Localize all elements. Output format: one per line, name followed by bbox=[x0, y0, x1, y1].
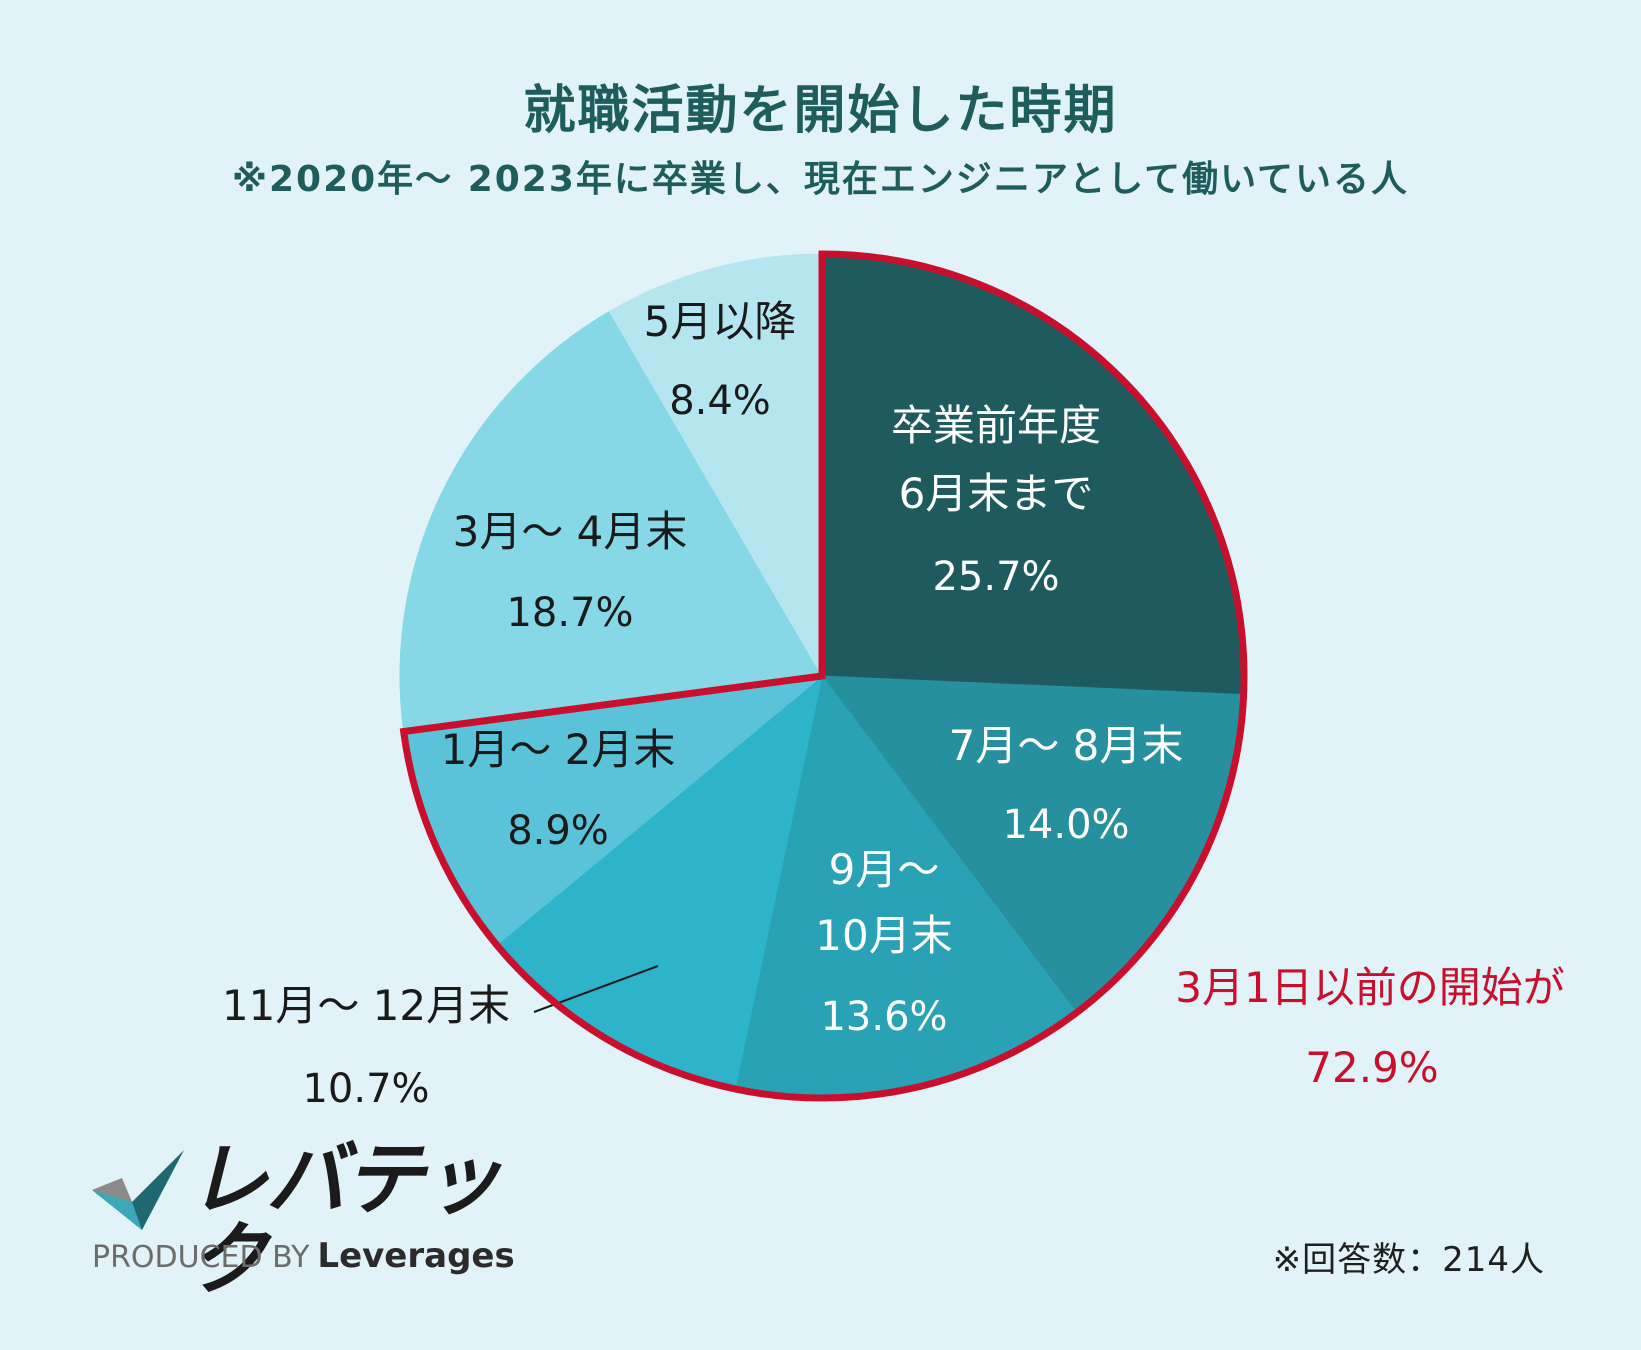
slice-label: 9月〜 bbox=[829, 845, 940, 894]
highlight-label: 3月1日以前の開始が bbox=[1175, 963, 1564, 1012]
brand-name: Leverages bbox=[317, 1236, 515, 1276]
highlight-outline bbox=[399, 250, 1248, 1102]
slice-percent-label: 8.9% bbox=[507, 808, 609, 854]
logo-check-icon bbox=[92, 1150, 184, 1230]
slice-label: 1月〜 2月末 bbox=[441, 725, 676, 774]
pie-slice bbox=[608, 253, 823, 678]
highlight-percent: 72.9% bbox=[1305, 1043, 1438, 1092]
slice-label: 10月末 bbox=[815, 911, 952, 960]
chart-subtitle: ※2020年〜 2023年に卒業し、現在エンジニアとして働いている人 bbox=[231, 159, 1410, 200]
slice-label: 11月〜 12月末 bbox=[222, 981, 510, 1030]
response-count: ※回答数：214人 bbox=[1272, 1240, 1545, 1280]
slice-label: 3月〜 4月末 bbox=[453, 507, 688, 556]
logo-text: レバテック bbox=[188, 1133, 502, 1306]
slice-label: 6月末まで bbox=[899, 469, 1094, 518]
slice-label: 7月〜 8月末 bbox=[949, 721, 1184, 770]
slice-percent-label: 25.7% bbox=[932, 554, 1059, 600]
slice-label: 卒業前年度 bbox=[891, 401, 1101, 450]
produced-by: PRODUCED BY Leverages bbox=[92, 1236, 515, 1276]
slice-label: 5月以降 bbox=[644, 297, 797, 346]
produced-by-label: PRODUCED BY bbox=[92, 1240, 310, 1275]
slice-percent-label: 14.0% bbox=[1002, 802, 1129, 848]
pie-slice bbox=[399, 310, 823, 733]
slice-percent-label: 13.6% bbox=[820, 994, 947, 1040]
slice-percent-label: 18.7% bbox=[506, 590, 633, 636]
chart-title: 就職活動を開始した時期 bbox=[523, 81, 1118, 141]
slice-percent-label: 8.4% bbox=[669, 378, 771, 424]
slice-percent-label: 10.7% bbox=[302, 1066, 429, 1112]
levtech-logo: レバテック PRODUCED BY Leverages bbox=[92, 1140, 515, 1300]
